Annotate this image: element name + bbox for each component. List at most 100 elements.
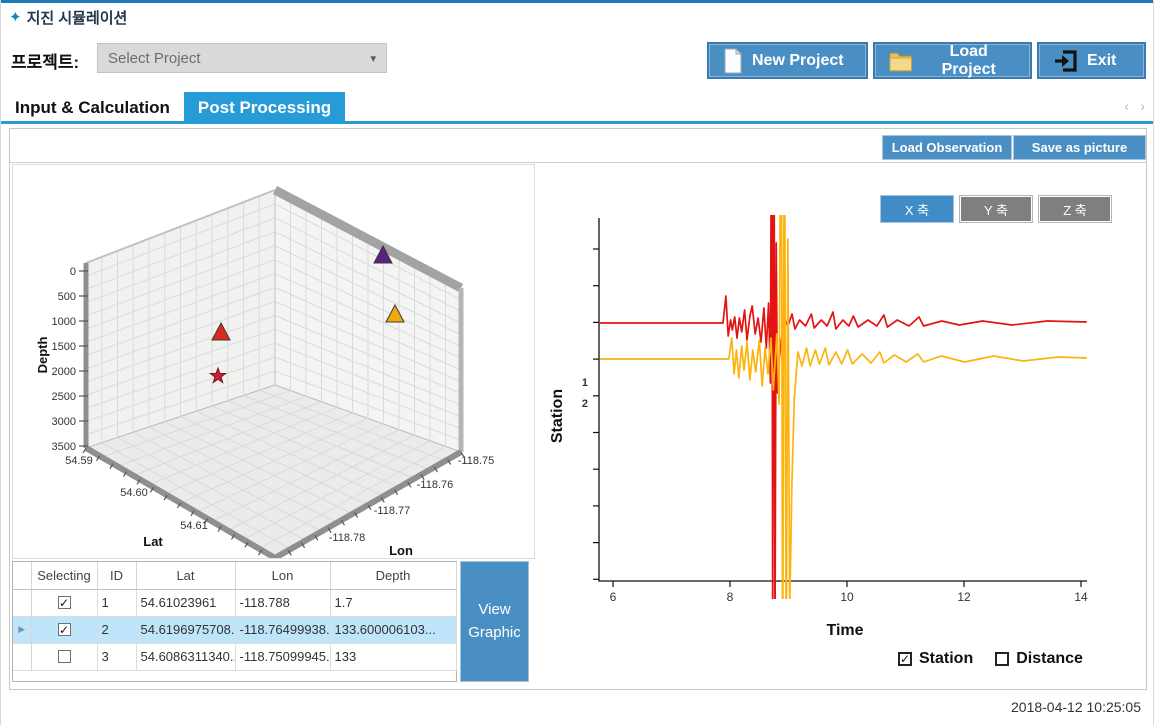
distance-checkbox-label[interactable]: Distance bbox=[995, 650, 1083, 668]
grid-line bbox=[136, 479, 141, 485]
axis-tick-label: 1500 bbox=[52, 341, 76, 353]
grid-line bbox=[244, 541, 249, 548]
tab-post-processing[interactable]: Post Processing bbox=[183, 92, 346, 124]
app-title: 지진 시뮬레이션 bbox=[26, 10, 128, 27]
row-selector-header bbox=[13, 562, 32, 590]
row-selector-cell[interactable] bbox=[13, 589, 32, 617]
selecting-cell: ✓ bbox=[31, 589, 98, 617]
grid-line bbox=[85, 287, 276, 356]
col-id: ID bbox=[97, 562, 137, 590]
distance-checkbox-text: Distance bbox=[1016, 650, 1083, 667]
y-axis-button[interactable]: Y 축 bbox=[959, 195, 1033, 223]
table-row[interactable]: ▶ ✓ 2 54.6196975708... -118.76499938... 133.6… bbox=[13, 616, 457, 644]
load-project-label: Load Project bbox=[941, 42, 996, 78]
grid-line bbox=[85, 189, 276, 264]
station-tick-label: 1 bbox=[582, 377, 588, 389]
axis-tick-label: -118.76 bbox=[417, 479, 454, 491]
grid-line bbox=[211, 429, 400, 522]
station-table-body: ✓ 1 54.61023961 -118.788 1.7 ▶ ✓ 2 54.6196975708… bbox=[13, 589, 457, 671]
project-actions: New Project Load Project Exit bbox=[707, 42, 1146, 79]
x-axis-button[interactable]: X 축 bbox=[880, 195, 954, 223]
grid-line bbox=[148, 406, 338, 486]
view-graphic-button[interactable]: View Graphic bbox=[460, 561, 529, 682]
grid-line bbox=[274, 245, 462, 336]
z-axis-button[interactable]: Z 축 bbox=[1038, 195, 1112, 223]
grid-line bbox=[85, 231, 276, 304]
tab-input-calculation[interactable]: Input & Calculation bbox=[15, 98, 170, 117]
grid-line bbox=[85, 356, 276, 423]
grid-line bbox=[85, 314, 276, 383]
save-as-picture-button[interactable]: Save as picture bbox=[1013, 135, 1146, 160]
grid-line bbox=[447, 459, 452, 465]
grid-line bbox=[85, 342, 276, 409]
grid-line bbox=[180, 418, 369, 504]
id-cell: 1 bbox=[97, 589, 137, 617]
new-document-icon bbox=[724, 47, 743, 73]
grid-line bbox=[394, 489, 399, 496]
grid-line bbox=[95, 455, 101, 462]
tabstrip: Input & Calculation Post Processing ‹ › bbox=[1, 92, 1153, 124]
load-observation-button[interactable]: Load Observation bbox=[882, 135, 1012, 160]
lon-cell: -118.76499938... bbox=[235, 616, 331, 644]
grid-line bbox=[354, 512, 359, 518]
grid-line bbox=[85, 273, 276, 343]
axis-tick-label: -118.75 bbox=[458, 455, 495, 467]
grid-line bbox=[164, 412, 353, 495]
grid-line bbox=[190, 510, 195, 517]
new-project-label: New Project bbox=[752, 51, 844, 69]
row-selector-cell[interactable] bbox=[13, 643, 32, 671]
grid-line bbox=[460, 451, 465, 458]
axis-mode-checkboxes: ✓ Station Distance bbox=[898, 650, 1083, 668]
station-table: Selecting ID Lat Lon Depth ✓ 1 54.61023961… bbox=[12, 561, 457, 682]
grid-line bbox=[274, 287, 462, 371]
selecting-checkbox[interactable]: ✓ bbox=[57, 596, 71, 610]
station-2-trace bbox=[600, 215, 1087, 599]
grid-line bbox=[407, 481, 412, 488]
axis-tick-label: 6 bbox=[610, 590, 617, 604]
grid-line bbox=[85, 370, 276, 436]
grid-line bbox=[133, 401, 322, 476]
grid-line bbox=[122, 471, 128, 477]
grid-line bbox=[109, 463, 114, 470]
grid-line bbox=[259, 445, 446, 550]
axis-tick-label: 0 bbox=[70, 266, 76, 278]
selecting-checkbox[interactable] bbox=[57, 650, 71, 663]
axis-tick-label: 8 bbox=[727, 590, 734, 604]
selecting-cell: ✓ bbox=[31, 616, 98, 644]
app-sparkle-icon: ✦ bbox=[9, 9, 22, 26]
selecting-checkbox[interactable]: ✓ bbox=[57, 623, 71, 637]
distance-checkbox[interactable] bbox=[995, 652, 1010, 666]
grid-line bbox=[274, 342, 462, 418]
col-selecting: Selecting bbox=[31, 562, 98, 590]
exit-button[interactable]: Exit bbox=[1037, 42, 1146, 79]
project-select[interactable]: Select Project ▾ bbox=[97, 43, 387, 73]
load-project-button[interactable]: Load Project bbox=[873, 42, 1032, 79]
grid-line bbox=[380, 497, 385, 503]
row-selector-cell[interactable]: ▶ bbox=[13, 616, 32, 644]
titlebar: ✦ 지진 시뮬레이션 bbox=[9, 7, 127, 28]
grid-line bbox=[85, 245, 276, 317]
axis-tick-label: -118.78 bbox=[329, 532, 366, 544]
table-row[interactable]: 3 54.6086311340... -118.75099945... 133 bbox=[13, 643, 457, 671]
exit-label: Exit bbox=[1087, 51, 1117, 69]
lat-cell: 54.61023961 bbox=[136, 589, 236, 617]
new-project-button[interactable]: New Project bbox=[707, 42, 868, 79]
chart-toolbar: Load Observation Save as picture bbox=[10, 129, 1146, 163]
station-checkbox[interactable]: ✓ bbox=[898, 652, 912, 666]
axis-tick-label: 12 bbox=[957, 590, 971, 604]
station-axis-title: Station bbox=[549, 389, 566, 443]
table-row[interactable]: ✓ 1 54.61023961 -118.788 1.7 bbox=[13, 589, 457, 617]
axis-tick-label: 14 bbox=[1074, 590, 1088, 604]
tab-scroll-right-icon[interactable]: › bbox=[1140, 98, 1145, 114]
station-checkbox-label[interactable]: ✓ Station bbox=[898, 650, 973, 668]
project-row: 프로젝트: Select Project ▾ New Project Load … bbox=[1, 40, 1153, 80]
axis-tick-label: 10 bbox=[840, 590, 854, 604]
post-processing-panel: Load Observation Save as picture 0 500 100… bbox=[9, 128, 1147, 690]
grid-line bbox=[340, 519, 345, 526]
col-depth: Depth bbox=[330, 562, 457, 590]
grid-line bbox=[227, 434, 415, 531]
exit-icon bbox=[1055, 49, 1077, 72]
project-select-value: Select Project bbox=[108, 49, 201, 67]
tab-scroll-left-icon[interactable]: ‹ bbox=[1124, 98, 1129, 114]
